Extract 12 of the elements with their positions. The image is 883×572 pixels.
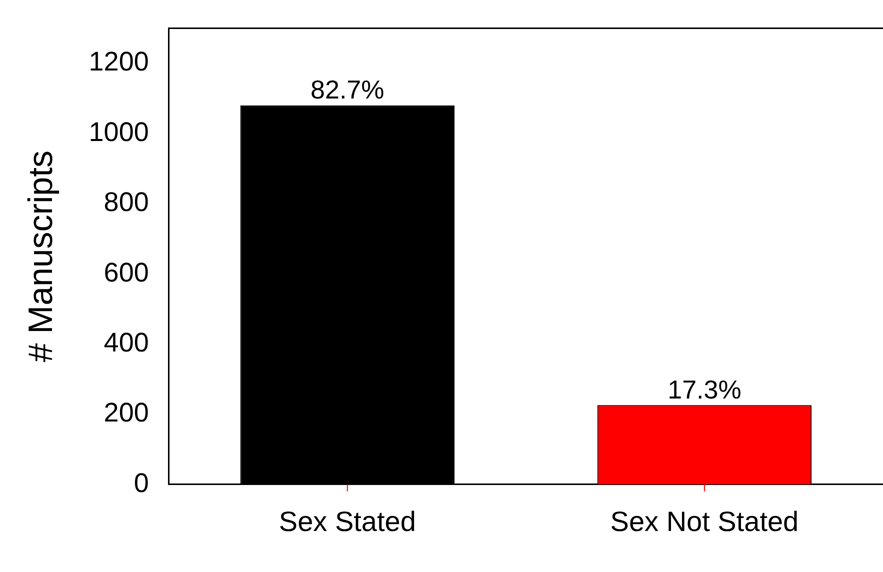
y-tick-label: 800: [104, 187, 149, 218]
y-tick-label: 1000: [88, 116, 149, 147]
y-tick-label: 1200: [88, 46, 149, 77]
y-tick-label: 400: [104, 327, 149, 358]
y-tick-label: 200: [104, 398, 149, 428]
annotation: 82.7%: [310, 74, 384, 105]
y-tick-label: 600: [104, 257, 149, 288]
y-axis-title: # Manuscripts: [22, 150, 60, 362]
annotation: 17.3%: [668, 374, 742, 404]
x-tick-label: Sex Not Stated: [610, 506, 799, 537]
y-tick-label: 0: [134, 468, 149, 498]
x-tick-label: Sex Stated: [278, 506, 416, 537]
